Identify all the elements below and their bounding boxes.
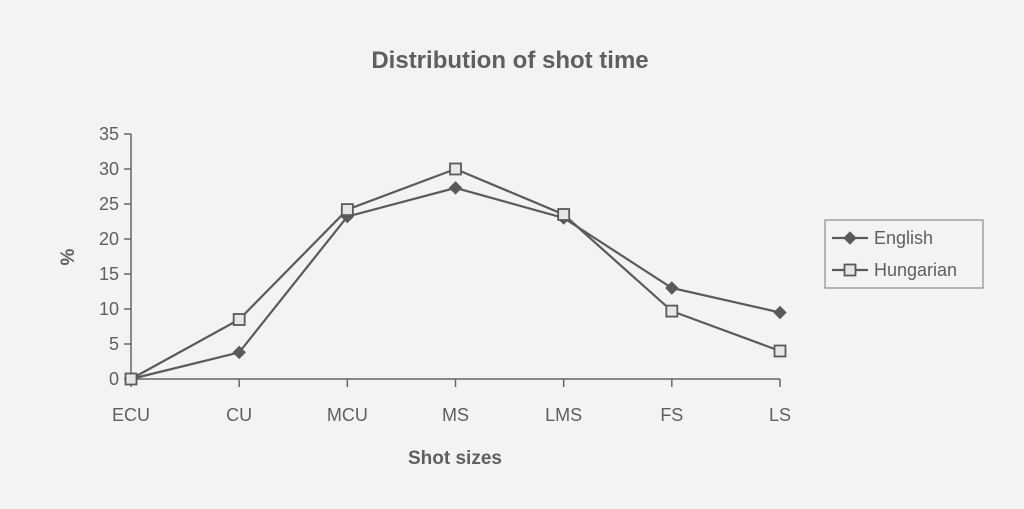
legend-box: [824, 219, 984, 289]
legend-label-english: English: [874, 228, 933, 248]
data-point-hungarian: [665, 304, 679, 318]
y-tick-label: 35: [99, 124, 119, 144]
y-axis-label: %: [58, 248, 79, 265]
x-tick-label: LMS: [545, 405, 582, 425]
x-tick-label: FS: [660, 405, 683, 425]
y-tick-label: 10: [99, 299, 119, 319]
legend-label-hungarian: Hungarian: [874, 260, 957, 280]
data-point-hungarian: [232, 313, 246, 326]
legend-marker-english: [843, 231, 857, 245]
x-tick-label: ECU: [112, 405, 150, 425]
y-tick-label: 15: [99, 264, 119, 284]
x-tick-label: MCU: [327, 405, 368, 425]
data-point-hungarian: [773, 344, 787, 358]
legend-marker-hungarian: [843, 263, 857, 277]
y-ticks: 0 5 10 15 20 25 30 35: [99, 124, 131, 389]
series-line-english: [130, 186, 781, 381]
series-group: [124, 162, 787, 386]
series-line-hungarian: [130, 167, 781, 380]
data-point-hungarian: [449, 162, 462, 176]
y-tick-label: 20: [99, 229, 119, 249]
chart-title: Distribution of shot time: [371, 47, 648, 74]
data-point-hungarian: [557, 208, 571, 221]
data-point-english: [232, 345, 246, 360]
data-point-hungarian: [124, 372, 138, 386]
series-english: [124, 181, 787, 386]
y-tick-label: 25: [99, 194, 119, 214]
y-tick-label: 30: [99, 159, 119, 179]
x-tick-label: CU: [226, 405, 252, 425]
y-tick-label: 5: [109, 334, 119, 354]
x-axis-label: Shot sizes: [408, 448, 502, 469]
data-point-english: [448, 181, 463, 195]
series-hungarian: [124, 162, 787, 386]
y-tick-label: 0: [109, 369, 119, 389]
data-point-hungarian: [340, 203, 354, 217]
x-tick-label: LS: [769, 405, 791, 425]
data-point-english: [773, 305, 787, 320]
legend: English Hungarian: [824, 219, 984, 289]
x-ticks: ECU CU MCU MS LMS FS LS: [112, 379, 791, 425]
data-point-english: [665, 281, 679, 295]
x-tick-label: MS: [442, 405, 469, 425]
